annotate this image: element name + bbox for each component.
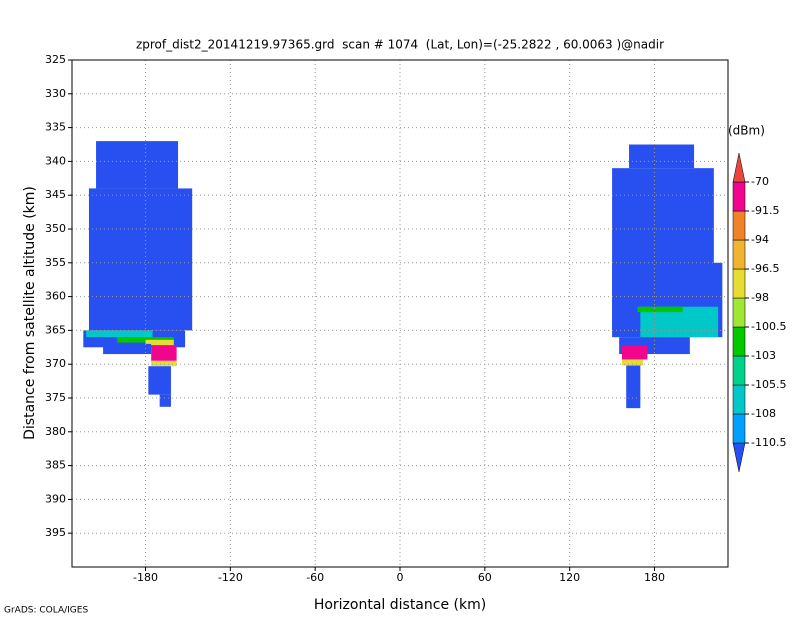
y-tick-label: 335: [45, 121, 66, 134]
data-cell: [86, 330, 153, 338]
y-tick-label: 345: [45, 188, 66, 201]
y-tick-label: 340: [45, 154, 66, 167]
y-tick-label: 360: [45, 290, 66, 303]
data-cell: [148, 366, 171, 395]
data-cell: [626, 365, 641, 409]
colorbar-cap: [732, 152, 746, 183]
y-tick-label: 375: [45, 391, 66, 404]
colorbar-label: -70: [751, 175, 769, 188]
colorbar-box: [732, 297, 746, 328]
y-tick-label: 395: [45, 526, 66, 539]
x-axis-label: Horizontal distance (km): [314, 597, 486, 613]
data-cell: [621, 359, 644, 366]
colorbar-box: [732, 384, 746, 415]
colorbar-label: -94: [751, 233, 769, 246]
colorbar-label: -105.5: [751, 378, 786, 391]
data-cell: [629, 144, 695, 169]
y-tick-label: 370: [45, 357, 66, 370]
colorbar-label: -103: [751, 349, 776, 362]
y-tick-label: 380: [45, 425, 66, 438]
data-cell: [103, 343, 152, 355]
colorbar-label: -91.5: [751, 204, 779, 217]
colorbar-box: [732, 413, 746, 444]
colorbar-box: [732, 239, 746, 270]
colorbar-label: -108: [751, 407, 776, 420]
x-tick-label: 0: [397, 571, 404, 584]
x-tick-label: -120: [218, 571, 243, 584]
colorbar-cap: [732, 442, 746, 473]
y-tick-label: 325: [45, 53, 66, 66]
y-tick-label: 365: [45, 323, 66, 336]
colorbar-label: -110.5: [751, 436, 786, 449]
plot-frame: [71, 59, 729, 568]
y-tick-label: 355: [45, 256, 66, 269]
data-cell: [637, 306, 683, 313]
data-cell: [145, 339, 174, 346]
data-cell: [151, 345, 177, 361]
colorbar-box: [732, 268, 746, 299]
x-tick-label: 120: [559, 571, 580, 584]
data-cell: [96, 141, 179, 189]
footer: GrADS: COLA/IGES: [4, 606, 88, 616]
colorbar-label: -96.5: [751, 262, 779, 275]
x-tick-label: 60: [478, 571, 492, 584]
x-tick-label: -60: [306, 571, 324, 584]
data-cell: [159, 394, 171, 407]
colorbar-box: [732, 210, 746, 241]
colorbar-unit: (dBm): [728, 124, 765, 138]
y-tick-label: 385: [45, 459, 66, 472]
colorbar-box: [732, 326, 746, 357]
colorbar-box: [732, 181, 746, 212]
chart-title: zprof_dist2_20141219.97365.grd scan # 10…: [136, 38, 664, 52]
colorbar-label: -100.5: [751, 320, 786, 333]
data-cell: [88, 188, 193, 331]
colorbar-box: [732, 355, 746, 386]
data-cell: [621, 345, 648, 360]
x-tick-label: -180: [133, 571, 158, 584]
data-cell: [151, 360, 177, 367]
colorbar-label: -98: [751, 291, 769, 304]
y-tick-label: 330: [45, 87, 66, 100]
x-tick-label: 180: [644, 571, 665, 584]
y-tick-label: 350: [45, 222, 66, 235]
y-tick-label: 390: [45, 492, 66, 505]
y-axis-label: Distance from satellite altitude (km): [22, 186, 38, 440]
